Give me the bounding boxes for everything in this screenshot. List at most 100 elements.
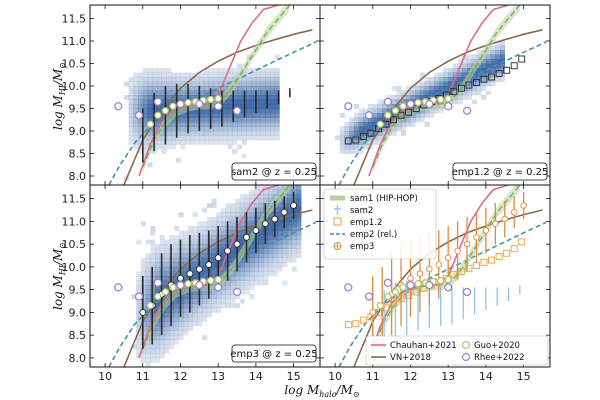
emp12-density-cell: [467, 95, 473, 100]
emp3-density-cell: [287, 198, 293, 204]
sam2-density-cell: [241, 140, 247, 145]
emp12-density-cell: [382, 126, 388, 132]
sam2-density-cell: [232, 95, 238, 100]
sam2-density-cell: [189, 140, 195, 145]
emp12-density-cell: [438, 108, 444, 114]
sam2-guo2020-point: [169, 102, 177, 110]
sam2-density-cell: [274, 99, 280, 105]
sam2-density-cell: [274, 86, 280, 91]
emp3-density-cell: [244, 280, 250, 286]
emp3-x-tick-label: 11: [136, 370, 150, 383]
emp12-guo2020-point: [414, 99, 422, 107]
emp3-density-cell: [155, 266, 161, 272]
emp12-density-cell: [429, 86, 435, 91]
emp12-density-cell: [372, 122, 378, 127]
emp3-density-cell: [225, 207, 231, 213]
sam2-density-cell: [156, 95, 162, 100]
emp3-density-cell: [272, 235, 278, 240]
emp3-density-cell: [164, 276, 170, 281]
emp12-density-cell: [424, 90, 430, 96]
emp3-density-cell: [183, 244, 189, 249]
sam2-density-cell: [246, 99, 252, 105]
emp12-rhee2022-point: [462, 106, 472, 115]
sam2-density-cell: [152, 68, 158, 73]
emp3-density-cell: [202, 248, 208, 254]
sam2-density-cell: [222, 86, 228, 91]
sam2-density-cell: [222, 135, 228, 141]
emp3-density-cell: [268, 198, 274, 204]
sam2-density-cell: [260, 90, 266, 96]
emp12-emp2-rel-line: [338, 41, 547, 185]
emp3-density-cell: [159, 248, 165, 254]
legend-entry-sam1: sam1 (HIP-HOP): [330, 194, 418, 204]
emp12-density-cell: [443, 72, 449, 78]
emp12-density-cell: [344, 131, 350, 136]
emp12-density-cell: [386, 104, 392, 109]
emp12-density-cell: [490, 72, 496, 78]
emp3-density-cell: [173, 244, 179, 249]
emp12-density-cell: [396, 122, 402, 127]
sam2-density-cell: [241, 81, 247, 87]
sam2-density-cell: [142, 86, 148, 91]
emp12-density-cell: [335, 135, 341, 141]
emp12-density-cell: [405, 86, 411, 91]
sam2-density-cell: [241, 77, 247, 82]
emp3-density-cell: [169, 235, 175, 240]
emp3-density-cell: [202, 262, 208, 268]
emp3-density-cell: [277, 203, 283, 209]
emp3-density-cell: [145, 266, 151, 272]
emp3-density-cell: [155, 339, 161, 345]
sam2-density-cell: [255, 104, 261, 109]
sam2-density-cell: [213, 135, 219, 141]
sam2-density-cell: [246, 135, 252, 141]
emp3-density-cell: [287, 248, 293, 254]
sam2-density-cell: [241, 153, 247, 159]
emp12-median-square: [390, 116, 397, 124]
panel-label-sam2: sam2 @ z = 0.25: [231, 162, 317, 181]
combined-emp12-square: [465, 264, 473, 272]
emp12-density-cell: [434, 95, 440, 100]
emp3-median-point: [224, 247, 232, 255]
sam2-density-cell: [133, 135, 139, 141]
emp3-density-cell: [164, 316, 170, 322]
sam2-density-cell: [246, 72, 252, 78]
emp12-density-cell: [443, 68, 449, 73]
emp12-density-cell: [386, 95, 392, 100]
sam2-sam1-line: [142, 5, 291, 168]
emp3-density-cell: [183, 271, 189, 277]
emp3-density-cell: [296, 185, 302, 190]
emp3-density-cell: [164, 280, 170, 286]
sam2-density-cell: [246, 122, 252, 127]
sam2-density-cell: [166, 144, 172, 150]
emp12-density-cell: [429, 81, 435, 87]
combined-emp3-point: [369, 309, 377, 316]
emp3-density-cell: [197, 221, 203, 227]
sam2-density-cell: [166, 90, 172, 96]
sam2-density-cell: [147, 90, 153, 96]
emp12-rhee2022-point: [425, 99, 434, 109]
sam2-density-cell: [232, 99, 238, 105]
emp3-density-cell: [155, 257, 161, 263]
sam2-density-cell: [142, 131, 148, 136]
emp12-density-cell: [495, 63, 501, 69]
sam2-density-cell: [194, 113, 200, 118]
emp3-density-cell: [254, 280, 260, 286]
sam2-density-cell: [123, 81, 129, 87]
emp12-density-cell: [372, 117, 378, 123]
combined-emp3-point: [454, 247, 461, 255]
emp3-density-cell: [183, 330, 189, 336]
y-axis-title-top: log MHI/M⊙: [51, 62, 67, 130]
sam2-density-cell: [251, 131, 257, 136]
sam2-density-cell: [260, 108, 266, 114]
emp3-density-cell: [173, 235, 179, 240]
sam2-density-cell: [260, 68, 266, 73]
sam2-density-cell: [274, 131, 280, 136]
sam2-density-cell: [218, 135, 224, 141]
emp12-density-cell: [358, 113, 364, 118]
emp3-density-cell: [192, 298, 198, 304]
combined-rhee2022-point: [383, 278, 393, 287]
emp3-density-cell: [211, 216, 217, 222]
emp12-density-cell: [462, 90, 468, 96]
sam2-density-cell: [180, 140, 186, 145]
sam2-density-cell: [138, 86, 144, 91]
